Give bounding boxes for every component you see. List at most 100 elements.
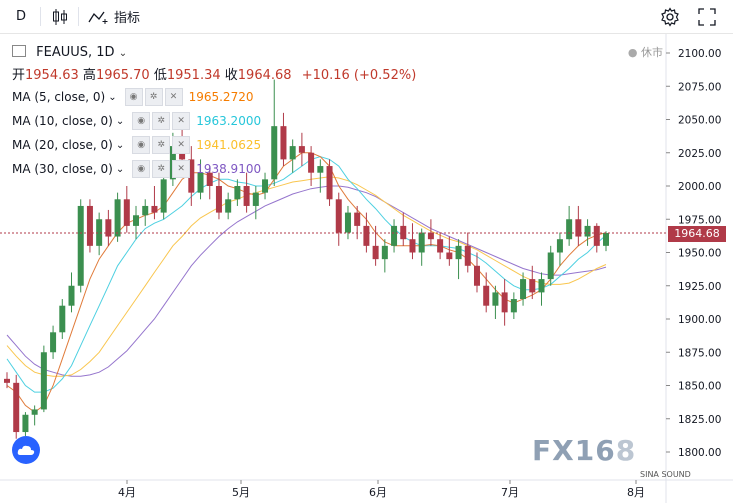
indicators-icon: [88, 11, 108, 24]
time-tick-label: 6月: [369, 486, 387, 499]
candle-body: [501, 292, 508, 313]
candle-body: [400, 225, 407, 240]
candle-body: [298, 146, 305, 153]
ma20-line: [6, 176, 607, 377]
eye-icon[interactable]: ◉: [124, 88, 143, 106]
candle-body: [262, 179, 269, 193]
candle-body: [464, 245, 471, 266]
candle-body: [188, 159, 195, 193]
ma10-line: [6, 156, 607, 393]
fullscreen-icon: [698, 7, 716, 26]
candle-body: [566, 219, 573, 240]
candle-body: [409, 239, 416, 253]
candle-body: [225, 199, 232, 213]
gear-icon[interactable]: ✲: [144, 88, 163, 106]
candle-body: [289, 146, 296, 160]
gear-icon[interactable]: ✲: [152, 112, 171, 130]
gear-icon[interactable]: ✲: [152, 136, 171, 154]
collapse-legend-icon[interactable]: [12, 45, 26, 57]
candle-body: [50, 332, 57, 353]
price-tick-label: 1975.00: [678, 214, 721, 226]
eye-icon[interactable]: ◉: [132, 136, 151, 154]
price-tick-label: 2000.00: [678, 181, 721, 193]
watermark-text: FX16: [532, 434, 616, 467]
candle-body: [317, 166, 324, 173]
eye-icon[interactable]: ◉: [132, 112, 151, 130]
candle-body: [151, 205, 158, 213]
candle-body: [492, 292, 499, 306]
last-price-tag: 1964.68: [668, 226, 726, 242]
gear-icon[interactable]: ✲: [152, 160, 171, 178]
ma-row-10: MA (10, close, 0) ⌄ ◉ ✲ ✕ 1963.2000: [12, 112, 261, 130]
candle-body: [529, 279, 536, 293]
price-tick-label: 1800.00: [678, 447, 721, 459]
chart-type-button[interactable]: [52, 0, 68, 33]
candle-body: [483, 285, 490, 306]
candle-body: [556, 239, 563, 253]
chevron-down-icon[interactable]: ⌄: [115, 163, 125, 175]
symbol-title[interactable]: FEAUUS, 1D: [36, 45, 115, 60]
candle-body: [372, 245, 379, 260]
candle-body: [326, 166, 333, 200]
candle-body: [31, 409, 38, 415]
fullscreen-button[interactable]: [698, 0, 716, 33]
low-value: 1951.34: [166, 68, 221, 83]
ma-label: MA (30, close, 0): [12, 162, 113, 176]
candle-body: [510, 299, 517, 313]
close-icon[interactable]: ✕: [164, 88, 183, 106]
toolbar-divider: [78, 7, 79, 26]
candle-body: [206, 172, 213, 186]
open-label: 开: [12, 68, 26, 83]
price-tick-label: 1825.00: [678, 414, 721, 426]
candle-body: [243, 186, 250, 206]
price-chart[interactable]: 2100.00 2075.00 2050.00 2025.00 2000.00 1975.…: [0, 34, 733, 503]
interval-label: D: [16, 9, 27, 24]
cloud-icon: [17, 445, 35, 455]
candle-body: [114, 199, 121, 237]
eye-icon[interactable]: ◉: [132, 160, 151, 178]
ma-value: 1941.0625: [196, 138, 262, 152]
change-value: +10.16 (+0.52%): [301, 68, 417, 83]
candle-body: [68, 285, 75, 306]
price-tick-label: 2075.00: [678, 81, 721, 93]
tradingview-logo-button[interactable]: [12, 436, 40, 464]
candle-body: [59, 305, 66, 333]
candle-body: [593, 225, 600, 246]
candle-body: [344, 212, 351, 233]
settings-button[interactable]: [660, 0, 680, 33]
candle-body: [22, 414, 29, 433]
open-value: 1954.63: [25, 68, 79, 83]
price-tick-label: 1950.00: [678, 248, 721, 260]
ma-row-20: MA (20, close, 0) ⌄ ◉ ✲ ✕ 1941.0625: [12, 136, 261, 154]
price-tick-label: 2050.00: [678, 115, 721, 127]
candle-body: [455, 245, 462, 260]
low-label: 低: [153, 68, 167, 83]
close-icon[interactable]: ✕: [172, 160, 191, 178]
ma-label: MA (5, close, 0): [12, 90, 106, 104]
time-tick-label: 8月: [627, 486, 645, 499]
chart-legend: FEAUUS, 1D ⌄: [12, 44, 127, 63]
candle-body: [271, 126, 278, 180]
candle-body: [40, 352, 47, 410]
indicators-button[interactable]: 指标: [88, 0, 140, 33]
price-tick-label: 2100.00: [678, 48, 721, 60]
interval-button[interactable]: D: [16, 0, 26, 33]
price-tick-label: 1925.00: [678, 281, 721, 293]
chevron-down-icon[interactable]: ⌄: [115, 139, 125, 151]
gear-icon: [661, 6, 679, 27]
ma-label: MA (10, close, 0): [12, 114, 113, 128]
close-icon[interactable]: ✕: [172, 112, 191, 130]
chevron-down-icon[interactable]: ⌄: [118, 48, 128, 59]
indicators-label: 指标: [114, 11, 141, 26]
candle-body: [13, 382, 20, 433]
chevron-down-icon[interactable]: ⌄: [115, 115, 125, 127]
candle-body: [354, 212, 361, 226]
candle-body: [142, 205, 149, 216]
ma-label: MA (20, close, 0): [12, 138, 113, 152]
candle-body: [160, 179, 167, 213]
close-icon[interactable]: ✕: [172, 136, 191, 154]
chevron-down-icon[interactable]: ⌄: [108, 91, 117, 103]
candle-body: [197, 172, 204, 193]
status-dot-icon: ●: [627, 46, 638, 59]
ma-value: 1938.9100: [196, 162, 262, 176]
